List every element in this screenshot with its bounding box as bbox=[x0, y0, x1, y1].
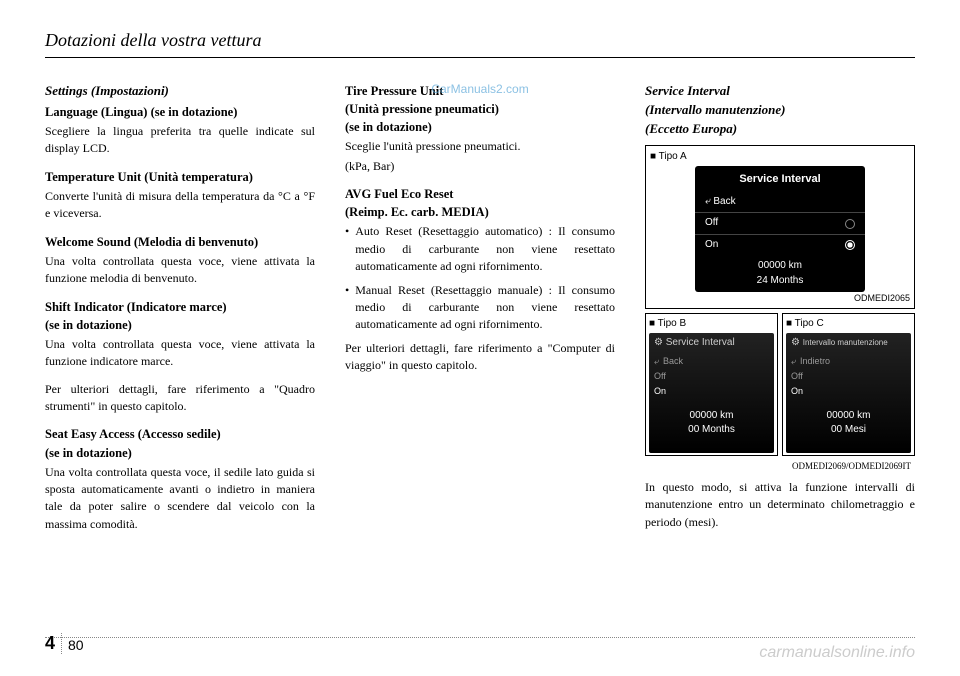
ui-panel-c: ⚙ Intervallo manutenzione ⤶ Indietro Off… bbox=[786, 333, 911, 453]
column-2: Tire Pressure Unit (Unità pressione pneu… bbox=[345, 82, 615, 543]
ui-a-off-label: Off bbox=[705, 216, 718, 231]
ui-panel-a: Service Interval ⤶ Back Off On bbox=[695, 166, 865, 292]
service-title-2: (Intervallo manutenzione) bbox=[645, 101, 915, 120]
ui-c-back: Indietro bbox=[800, 355, 830, 368]
ui-c-on: On bbox=[791, 385, 803, 398]
temp-text: Converte l'unità di misura della tempera… bbox=[45, 188, 315, 223]
ui-b-title: Service Interval bbox=[666, 337, 735, 348]
section-number: 4 bbox=[45, 633, 62, 654]
bullet-manual-reset: • Manual Reset (Resettaggio manuale) : I… bbox=[345, 282, 615, 334]
ui-panel-b: ⚙ Service Interval ⤶ Back Off On 00000 k… bbox=[649, 333, 774, 453]
ui-b-off: Off bbox=[654, 370, 666, 383]
bullet-auto-text: Auto Reset (Resettaggio automatico) : Il… bbox=[355, 223, 615, 275]
type-a-code: ODMEDI2065 bbox=[650, 292, 910, 305]
bullet-icon: • bbox=[345, 223, 349, 275]
welcome-heading: Welcome Sound (Melodia di benvenuto) bbox=[45, 233, 315, 251]
radio-on-icon bbox=[845, 240, 855, 250]
watermark-top: CarManuals2.com bbox=[0, 82, 960, 96]
temp-heading: Temperature Unit (Unità temperatura) bbox=[45, 168, 315, 186]
seat-text: Una volta controllata questa voce, il se… bbox=[45, 464, 315, 534]
ui-a-off-row: Off bbox=[695, 212, 865, 235]
ui-c-months: 00 Mesi bbox=[791, 423, 906, 438]
ui-b-months: 00 Months bbox=[654, 423, 769, 438]
ui-b-back: Back bbox=[663, 355, 683, 368]
type-bc-code: ODMEDI2069/ODMEDI2069IT bbox=[645, 460, 915, 473]
page-header: Dotazioni della vostra vettura bbox=[45, 30, 915, 58]
column-1: Settings (Impostazioni) Language (Lingua… bbox=[45, 82, 315, 543]
ui-b-km: 00000 km bbox=[654, 409, 769, 424]
footer-divider bbox=[45, 637, 915, 638]
ui-a-km: 00000 km bbox=[758, 260, 802, 271]
tire-heading-3: (se in dotazione) bbox=[345, 118, 615, 136]
type-a-label: ■ Tipo A bbox=[650, 150, 910, 165]
service-text: In questo modo, si attiva la funzione in… bbox=[645, 479, 915, 531]
welcome-text: Una volta controllata questa voce, viene… bbox=[45, 253, 315, 288]
language-heading: Language (Lingua) (se in dotazione) bbox=[45, 103, 315, 121]
tire-text-1: Sceglie l'unità pressione pneumatici. bbox=[345, 138, 615, 155]
ui-a-back-label: Back bbox=[713, 196, 735, 207]
shift-heading-2: (se in dotazione) bbox=[45, 316, 315, 334]
watermark-bottom: carmanualsonline.info bbox=[759, 644, 915, 662]
ui-a-values: 00000 km 24 Months bbox=[695, 255, 865, 288]
ui-a-title: Service Interval bbox=[695, 170, 865, 192]
radio-off-icon bbox=[845, 219, 855, 229]
screen-type-c: ■ Tipo C ⚙ Intervallo manutenzione ⤶ Ind… bbox=[782, 313, 915, 457]
page-number-value: 80 bbox=[62, 637, 84, 654]
avg-heading-2: (Reimp. Ec. carb. MEDIA) bbox=[345, 203, 615, 221]
shift-heading-1: Shift Indicator (Indicatore marce) bbox=[45, 298, 315, 316]
tire-heading-2: (Unità pressione pneumatici) bbox=[345, 100, 615, 118]
screen-type-b: ■ Tipo B ⚙ Service Interval ⤶ Back Off O… bbox=[645, 313, 778, 457]
screen-type-a: ■ Tipo A Service Interval ⤶ Back Off bbox=[645, 145, 915, 309]
ui-c-km: 00000 km bbox=[791, 409, 906, 424]
tire-text-2: (kPa, Bar) bbox=[345, 158, 615, 175]
ui-b-on: On bbox=[654, 385, 666, 398]
avg-ref-text: Per ulteriori dettagli, fare riferimento… bbox=[345, 340, 615, 375]
seat-heading-1: Seat Easy Access (Accesso sedile) bbox=[45, 425, 315, 443]
ui-a-on-label: On bbox=[705, 238, 718, 253]
page-number: 4 80 bbox=[45, 633, 84, 654]
type-c-label: ■ Tipo C bbox=[786, 317, 911, 332]
seat-heading-2: (se in dotazione) bbox=[45, 444, 315, 462]
service-title-3: (Eccetto Europa) bbox=[645, 120, 915, 139]
ui-a-on-row: On bbox=[695, 235, 865, 256]
language-text: Scegliere la lingua preferita tra quelle… bbox=[45, 123, 315, 158]
bullet-manual-text: Manual Reset (Resettaggio manuale) : Il … bbox=[355, 282, 615, 334]
column-3: Service Interval (Intervallo manutenzion… bbox=[645, 82, 915, 543]
ui-c-off: Off bbox=[791, 370, 803, 383]
bullet-icon: • bbox=[345, 282, 349, 334]
avg-heading-1: AVG Fuel Eco Reset bbox=[345, 185, 615, 203]
ui-a-months: 24 Months bbox=[757, 275, 804, 286]
ui-c-title: Intervallo manutenzione bbox=[803, 338, 888, 347]
shift-text-1: Una volta controllata questa voce, viene… bbox=[45, 336, 315, 371]
type-b-label: ■ Tipo B bbox=[649, 317, 774, 332]
ui-a-back-row: ⤶ Back bbox=[695, 192, 865, 213]
bullet-auto-reset: • Auto Reset (Resettaggio automatico) : … bbox=[345, 223, 615, 275]
shift-text-2: Per ulteriori dettagli, fare riferimento… bbox=[45, 381, 315, 416]
